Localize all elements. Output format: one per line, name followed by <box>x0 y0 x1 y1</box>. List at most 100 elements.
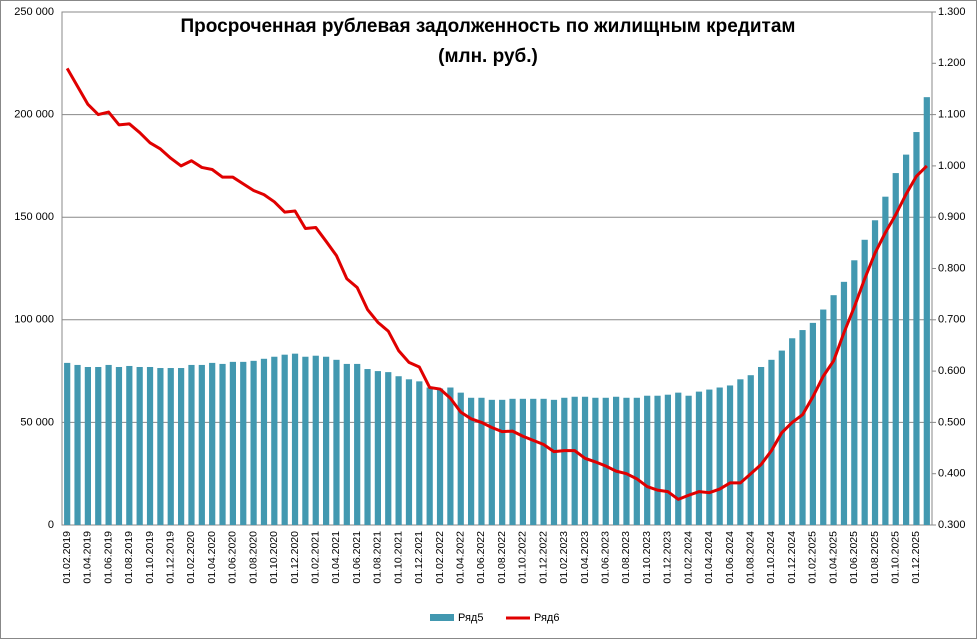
bar <box>302 356 309 525</box>
x-tick-label: 01.06.2025 <box>848 531 860 584</box>
y2-tick-label: 0.800 <box>938 262 966 274</box>
bar <box>913 132 920 526</box>
bar <box>219 363 226 525</box>
x-tick-label: 01.06.2020 <box>227 531 239 584</box>
line <box>65 67 928 501</box>
y-tick-label: 50 000 <box>20 416 54 428</box>
bar <box>457 392 464 525</box>
x-tick-label: 01.02.2023 <box>558 531 570 584</box>
bar <box>240 361 247 525</box>
bar <box>105 364 112 525</box>
bar <box>323 356 330 525</box>
bar <box>416 381 423 525</box>
x-tick-label: 01.04.2021 <box>330 531 342 584</box>
y2-tick-label: 1.000 <box>938 160 966 172</box>
bar <box>882 196 889 525</box>
y2-tick-label: 0.600 <box>938 365 966 377</box>
bar <box>602 397 609 525</box>
x-tick-label: 01.04.2024 <box>703 531 715 584</box>
bar <box>809 322 816 525</box>
bar <box>188 364 195 525</box>
bar <box>519 398 526 525</box>
bar <box>613 396 620 525</box>
bar <box>716 387 723 525</box>
bar <box>95 366 102 525</box>
bar <box>623 397 630 525</box>
y-tick-label: 0 <box>48 519 54 531</box>
bar <box>654 395 661 525</box>
x-tick-label: 01.02.2020 <box>185 531 197 584</box>
x-tick-label: 01.02.2021 <box>310 531 322 584</box>
bar <box>333 359 340 525</box>
bar <box>747 375 754 525</box>
x-tick-label: 01.10.2021 <box>392 531 404 584</box>
bar <box>675 392 682 525</box>
x-tick-label: 01.12.2025 <box>910 531 922 584</box>
x-tick-label: 01.06.2021 <box>351 531 363 584</box>
bar <box>550 399 558 525</box>
bar <box>436 388 444 525</box>
y2-tick-label: 0.500 <box>938 416 966 428</box>
x-tick-label: 01.06.2022 <box>475 531 487 584</box>
x-tick-label: 01.08.2024 <box>745 531 757 584</box>
y2-tick-label: 0.900 <box>938 211 966 223</box>
x-tick-label: 01.12.2022 <box>537 531 549 584</box>
bar <box>737 379 744 525</box>
bar <box>271 356 278 525</box>
x-tick-label: 01.12.2021 <box>413 531 425 584</box>
y2-tick-label: 0.300 <box>938 519 966 531</box>
x-tick-label: 01.04.2020 <box>206 531 218 584</box>
y2-tick-label: 1.300 <box>938 6 966 18</box>
bar <box>405 379 413 525</box>
bar <box>281 354 288 525</box>
legend-label: Ряд6 <box>534 612 559 624</box>
y-tick-label: 100 000 <box>14 314 54 326</box>
x-tick-label: 01.12.2020 <box>289 531 301 584</box>
x-tick-label: 01.04.2025 <box>827 531 839 584</box>
plot-border <box>61 11 933 526</box>
x-tick-label: 01.12.2024 <box>786 531 798 584</box>
bar <box>789 338 796 525</box>
bar <box>840 281 848 525</box>
x-tick-label: 01.10.2022 <box>517 531 529 584</box>
x-tick-label: 01.10.2019 <box>144 531 156 584</box>
x-tick-label: 01.08.2023 <box>620 531 632 584</box>
y2-tick-label: 1.100 <box>938 109 966 121</box>
legend-label: Ряд5 <box>458 612 483 624</box>
x-tick-label: 01.04.2022 <box>455 531 467 584</box>
bar <box>851 260 858 525</box>
x-tick-label: 01.06.2024 <box>724 531 736 584</box>
bar <box>209 362 216 525</box>
x-tick-label: 01.08.2022 <box>496 531 508 584</box>
x-tick-label: 01.04.2023 <box>579 531 591 584</box>
y-tick-label: 150 000 <box>14 211 54 223</box>
y2-tick-label: 0.400 <box>938 468 966 480</box>
bar <box>198 364 205 525</box>
bar <box>509 398 516 525</box>
bar <box>64 362 71 525</box>
bar <box>830 295 837 525</box>
bar <box>695 391 703 525</box>
bar <box>146 366 154 525</box>
x-tick-label: 01.08.2019 <box>123 531 135 584</box>
bar <box>706 389 713 525</box>
y-tick-label: 200 000 <box>14 109 54 121</box>
bar <box>343 363 350 525</box>
bar <box>385 372 392 525</box>
y2-tick-label: 1.200 <box>938 57 966 69</box>
bar <box>447 387 454 525</box>
bar <box>861 239 868 525</box>
bar <box>758 366 765 525</box>
bar <box>354 363 361 525</box>
bar <box>799 330 806 525</box>
bar <box>540 398 547 525</box>
bar <box>312 355 319 525</box>
bar <box>768 359 775 525</box>
x-tick-label: 01.10.2024 <box>765 531 777 584</box>
bar <box>468 397 475 525</box>
x-tick-label: 01.02.2019 <box>61 531 73 584</box>
bar <box>229 361 236 525</box>
bar <box>820 309 827 525</box>
bar <box>115 366 123 525</box>
